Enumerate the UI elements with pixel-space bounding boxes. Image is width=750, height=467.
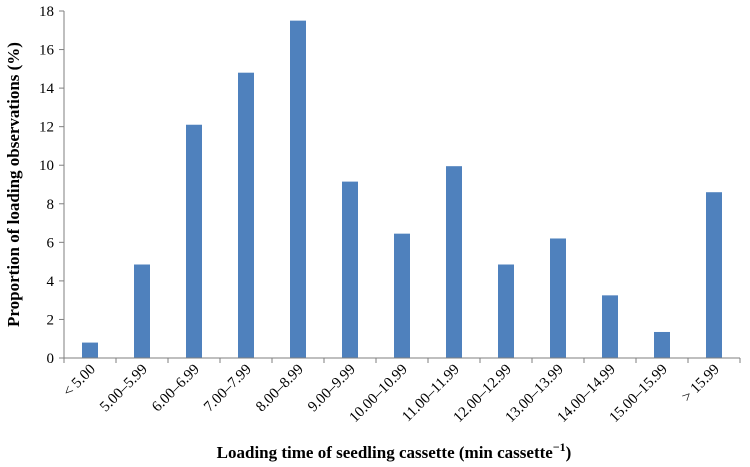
x-axis-ticks: < 5.005.00–5.996.00–6.997.00–7.998.00–8.…: [60, 358, 741, 426]
x-tick-label: 5.00–5.99: [97, 362, 151, 416]
bar: [706, 192, 722, 358]
bar: [602, 295, 618, 358]
x-axis-title-superscript: −1: [553, 440, 566, 454]
bar: [290, 20, 306, 359]
bar: [654, 331, 670, 358]
y-tick-label: 8: [47, 197, 55, 213]
y-tick-label: 6: [47, 235, 55, 251]
x-axis-title: Loading time of seedling cassette (min c…: [217, 440, 572, 462]
bars: [82, 20, 722, 359]
bar: [186, 124, 202, 358]
x-tick-label: 9.00–9.99: [305, 362, 359, 416]
y-tick-label: 12: [39, 120, 54, 136]
bar: [550, 238, 566, 358]
bar: [134, 264, 150, 358]
bar: [446, 166, 462, 358]
x-tick-label: 7.00–7.99: [201, 362, 255, 416]
x-tick-label: 8.00–8.99: [253, 362, 307, 416]
y-tick-label: 18: [39, 4, 54, 20]
y-axis-title: Proportion of loading observations (%): [4, 42, 23, 327]
y-tick-label: 0: [47, 351, 55, 367]
y-axis-ticks: 0 2 4 6 8 10 12 14 16 18: [39, 4, 64, 367]
bar: [342, 181, 358, 358]
y-tick-label: 2: [47, 312, 55, 328]
x-axis-title-main: Loading time of seedling cassette (min c…: [217, 443, 554, 462]
x-tick-label: > 15.99: [679, 362, 723, 406]
y-tick-label: 14: [39, 81, 55, 97]
y-tick-label: 16: [39, 43, 55, 59]
bar: [394, 233, 410, 358]
x-tick-label: < 5.00: [60, 362, 99, 401]
x-tick-label: 6.00–6.99: [149, 362, 203, 416]
bar: [238, 72, 254, 358]
y-tick-label: 4: [47, 274, 55, 290]
bar: [498, 264, 514, 358]
x-axis-title-end: ): [566, 443, 572, 462]
y-tick-label: 10: [39, 158, 54, 174]
bar: [82, 342, 98, 358]
